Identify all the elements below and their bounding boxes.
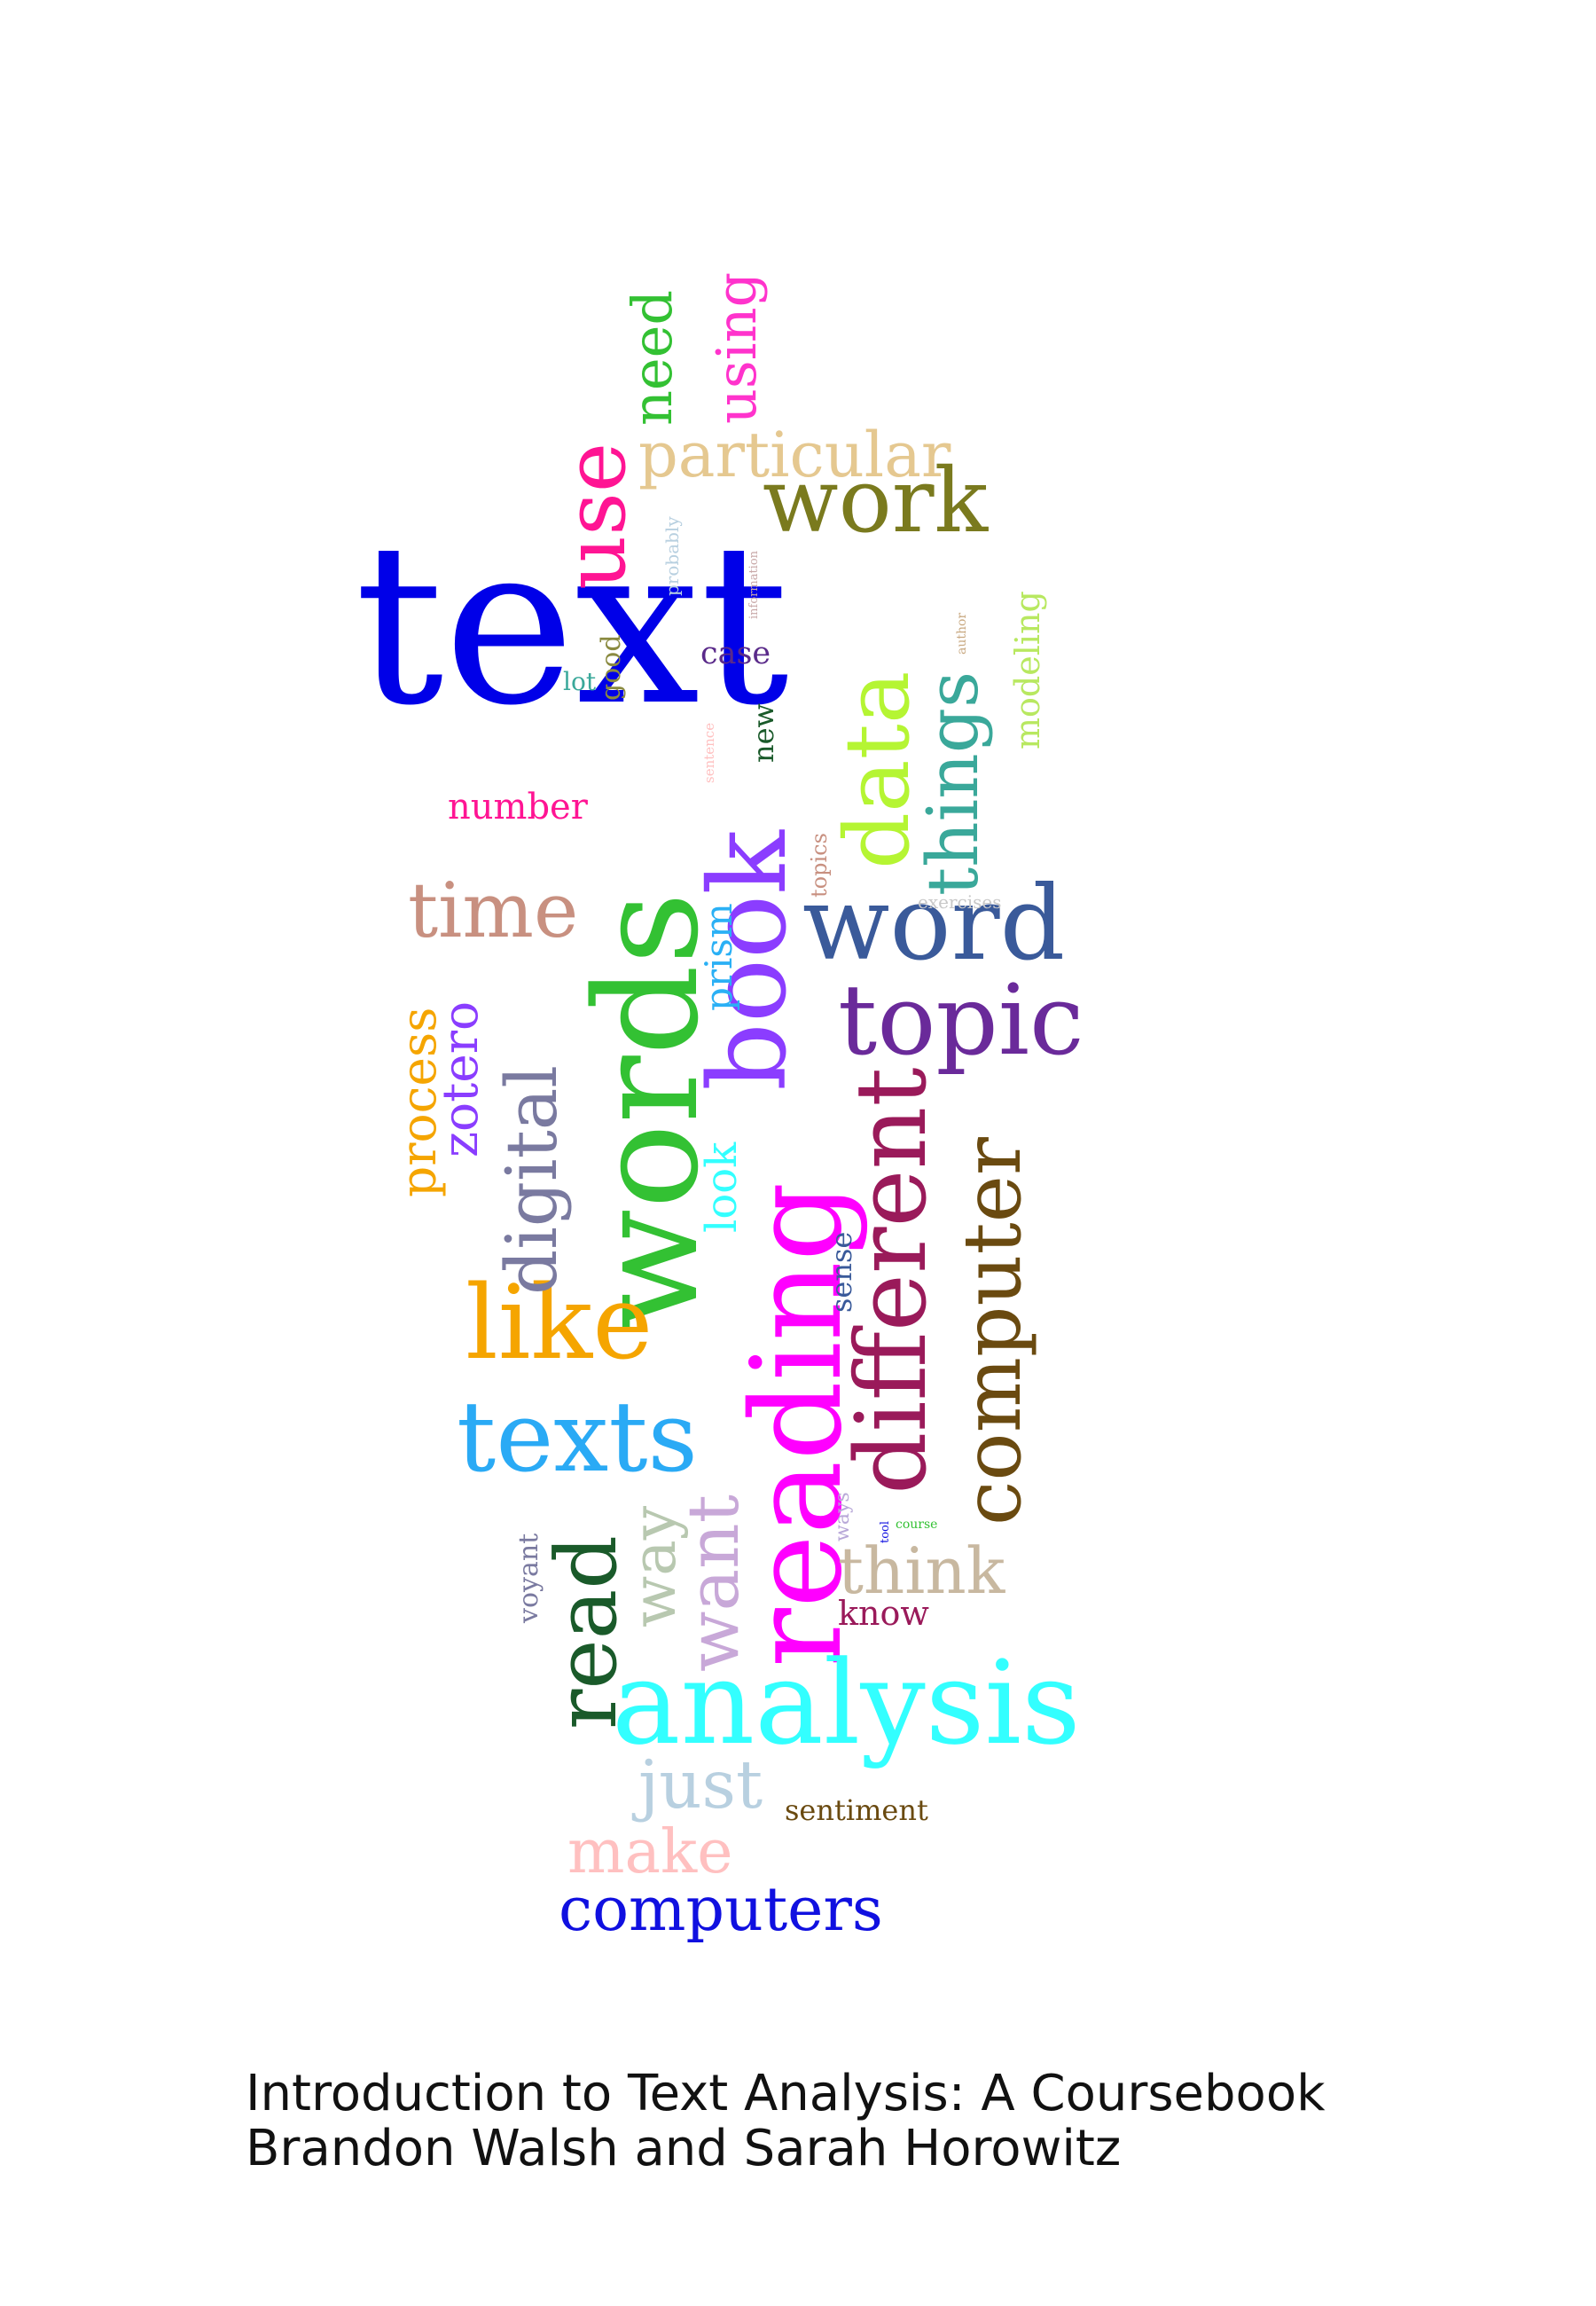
cloud-word: text xyxy=(355,496,789,754)
cloud-word: sense xyxy=(825,1231,858,1313)
cloud-word: lot xyxy=(563,667,597,696)
cloud-word: think xyxy=(838,1533,1005,1608)
cloud-word: digital xyxy=(490,1064,573,1295)
cloud-word: topic xyxy=(838,963,1084,1077)
cloud-word: work xyxy=(763,449,989,553)
cloud-word: computers xyxy=(559,1875,883,1945)
cloud-word: voyant xyxy=(513,1533,544,1623)
cloud-word: data xyxy=(825,671,929,869)
cloud-word: analysis xyxy=(612,1635,1081,1770)
cloud-word: process xyxy=(390,1007,447,1197)
cloud-word: new xyxy=(747,703,780,763)
cloud-word: make xyxy=(567,1817,733,1887)
book-authors: Brandon Walsh and Sarah Horowitz xyxy=(246,2120,1122,2177)
cloud-word: good xyxy=(596,634,627,701)
cloud-word: ways xyxy=(832,1492,854,1541)
cloud-word: case xyxy=(700,636,771,671)
cloud-word: particular xyxy=(638,419,951,491)
cloud-word: way xyxy=(620,1505,690,1628)
cloud-word: use xyxy=(547,442,645,590)
cloud-word: need xyxy=(620,289,685,426)
cloud-word: just xyxy=(638,1745,763,1824)
cloud-word: sentence xyxy=(701,722,717,783)
cloud-word: using xyxy=(704,271,769,424)
cloud-word: modeling xyxy=(1008,591,1047,749)
cloud-word: probably xyxy=(661,516,683,596)
cloud-word: prism xyxy=(697,903,740,1011)
cloud-word: course xyxy=(896,1518,938,1532)
cloud-word: tool xyxy=(879,1520,892,1543)
cloud-word: computer xyxy=(946,1137,1039,1526)
book-title: Introduction to Text Analysis: A Courseb… xyxy=(246,2065,1326,2122)
cloud-word: things xyxy=(911,671,994,896)
cover-caption: Introduction to Text Analysis: A Courseb… xyxy=(246,2067,1487,2177)
cloud-word: number xyxy=(448,787,588,827)
cloud-word: exercises xyxy=(918,891,1002,913)
cloud-word: sentiment xyxy=(785,1793,928,1827)
cloud-word: like xyxy=(466,1264,653,1383)
cloud-word: information xyxy=(747,550,761,619)
cloud-word: author xyxy=(955,612,969,655)
cloud-word: read xyxy=(538,1534,636,1730)
cloud-word: know xyxy=(838,1594,929,1633)
cloud-word: look xyxy=(697,1141,747,1233)
cloud-word: topics xyxy=(807,833,832,898)
cloud-word: word xyxy=(802,865,1066,984)
cloud-word: texts xyxy=(457,1380,698,1494)
cloud-word: time xyxy=(408,867,579,955)
